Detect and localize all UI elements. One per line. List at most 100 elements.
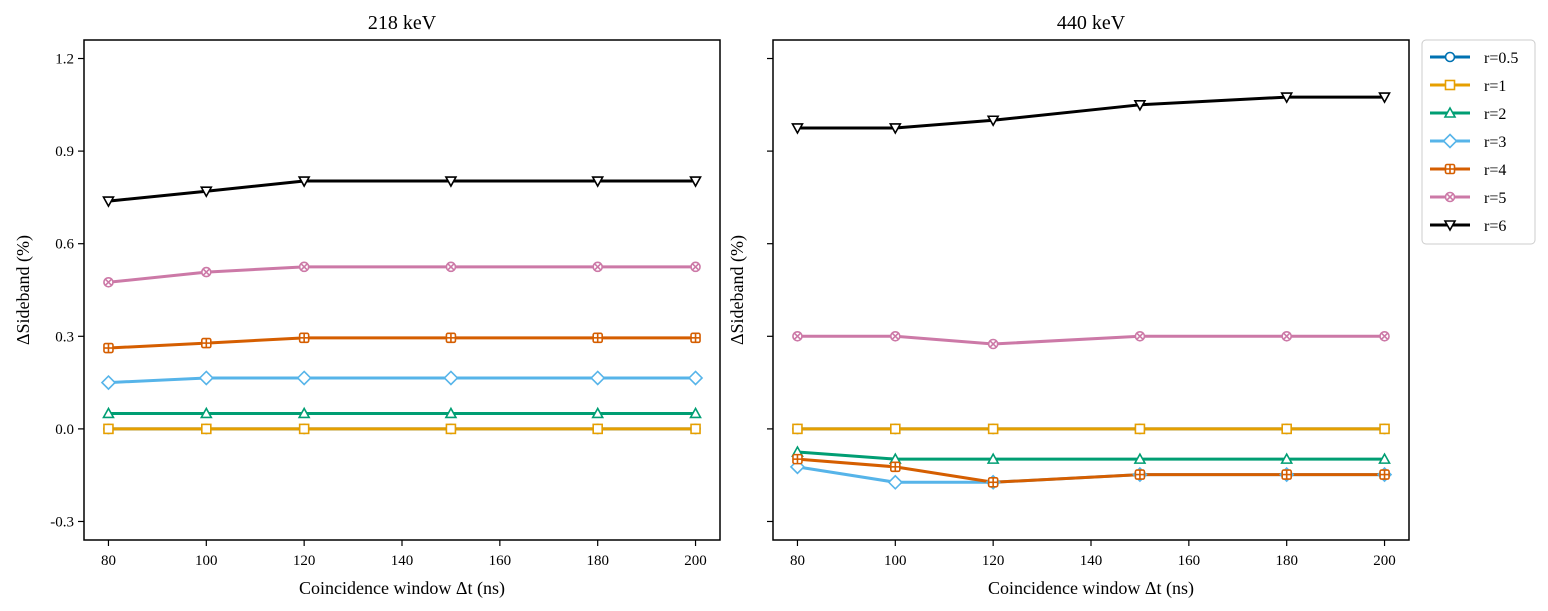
data-point-r-2 [986,452,1000,464]
data-point-r-6 [1133,100,1147,112]
data-point-r-1 [1134,423,1146,435]
data-point-r-2 [102,406,115,419]
y-tick-label: 0.3 [55,329,74,345]
legend-label: r=0.5 [1484,50,1518,67]
data-point-r-4 [298,332,310,344]
data-point-r-4 [987,476,999,488]
data-point-r-4 [1134,469,1146,480]
legend-marker [1444,79,1456,91]
data-point-r-3 [198,370,214,386]
legend-label: r=5 [1484,190,1506,207]
legend-label: r=1 [1484,78,1506,95]
y-tick-label: 0.6 [55,237,74,253]
x-tick-label: 140 [391,553,414,569]
x-tick-label: 80 [101,553,116,569]
data-point-r-5 [987,338,999,350]
plot-area [789,92,1393,490]
data-point-r-5 [298,261,310,273]
data-point-r-5 [890,330,901,342]
data-point-r-2 [1280,452,1294,464]
data-point-r-6 [791,123,804,135]
legend-marker [1444,191,1456,203]
x-tick-label: 160 [489,553,512,569]
legend-marker [1444,163,1456,175]
data-point-r-4 [792,453,803,465]
data-point-r-5 [1134,330,1146,342]
data-point-r-2 [444,406,458,419]
legend-marker [1443,220,1457,232]
data-point-r-6 [1378,92,1391,104]
data-point-r-4 [1281,469,1292,480]
y-axis-label: ΔSideband (%) [13,235,34,345]
panel-440kev: 440 keV 80 100 120 140 160 180 200 Coincidence w… [727,12,1410,599]
data-point-r-4 [103,342,114,354]
legend-label: r=6 [1484,218,1506,235]
legend-label: r=2 [1484,106,1506,123]
data-point-r-6 [199,186,213,198]
data-point-r-6 [689,176,702,188]
x-tick-label: 100 [195,553,218,569]
x-tick-label: 160 [1178,553,1201,569]
data-point-r-6 [102,196,115,208]
data-point-r-1 [1379,423,1390,435]
data-point-r-1 [690,423,701,435]
x-axis-label: Coincidence window Δt (ns) [988,578,1194,599]
data-point-r-6 [297,176,311,188]
x-tick-label: 200 [684,553,707,569]
legend-entry-r-6: r=6 [1430,218,1506,235]
series-line-r-5 [797,334,1385,346]
data-point-r-4 [445,332,457,344]
x-tick-label: 180 [586,553,609,569]
data-point-r-2 [297,406,311,419]
data-point-r-2 [1133,452,1147,464]
data-point-r-5 [201,266,212,278]
data-point-r-4 [890,461,901,473]
legend-marker [1444,51,1456,63]
data-point-r-6 [591,176,605,188]
y-tick-label: 0.0 [55,422,74,438]
series-line-r-6 [797,95,1385,130]
data-point-r-5 [792,330,803,342]
panel-218kev: 218 keV 80 100 120 140 160 180 200 -0.3 0.0 0.3 0.6… [13,12,721,599]
legend-entry-r-4: r=4 [1430,162,1506,179]
series-line-r-3 [108,376,696,385]
data-point-r-3 [296,370,312,386]
data-point-r-5 [103,276,114,288]
x-tick-label: 100 [884,553,907,569]
series-line-r-5 [108,265,696,284]
legend-entry-r-0-5: r=0.5 [1430,50,1518,67]
data-point-r-1 [103,423,114,435]
data-point-r-1 [445,423,457,435]
legend: r=0.5 r=1 r=2 r=3 r=4 r=5 r=6 [1421,39,1536,245]
data-point-r-5 [445,261,457,273]
series-line-r-4 [108,336,696,350]
data-point-r-3 [887,474,903,490]
data-point-r-1 [987,423,999,435]
legend-label: r=3 [1484,134,1506,151]
data-point-r-4 [1379,469,1390,480]
x-tick-label: 120 [982,553,1005,569]
legend-marker [1442,133,1458,149]
data-point-r-6 [986,115,1000,127]
data-point-r-4 [690,332,701,344]
data-point-r-2 [1378,452,1391,464]
series-line-r-2 [797,450,1385,461]
data-point-r-3 [590,370,606,386]
data-point-r-2 [689,406,702,419]
legend-label: r=4 [1484,162,1506,179]
legend-marker [1443,106,1457,118]
data-point-r-5 [1281,330,1292,342]
data-point-r-3 [687,370,704,386]
x-axis-label: Coincidence window Δt (ns) [299,578,505,599]
x-tick-label: 140 [1080,553,1103,569]
data-point-r-6 [444,176,458,188]
panel-title: 440 keV [1057,12,1126,34]
panel-title: 218 keV [368,12,437,34]
data-point-r-5 [592,261,603,273]
legend-entry-r-5: r=5 [1430,190,1506,207]
data-point-r-1 [890,423,901,435]
y-tick-label: 1.2 [55,52,74,68]
data-point-r-5 [1379,330,1390,342]
data-point-r-3 [100,374,117,391]
